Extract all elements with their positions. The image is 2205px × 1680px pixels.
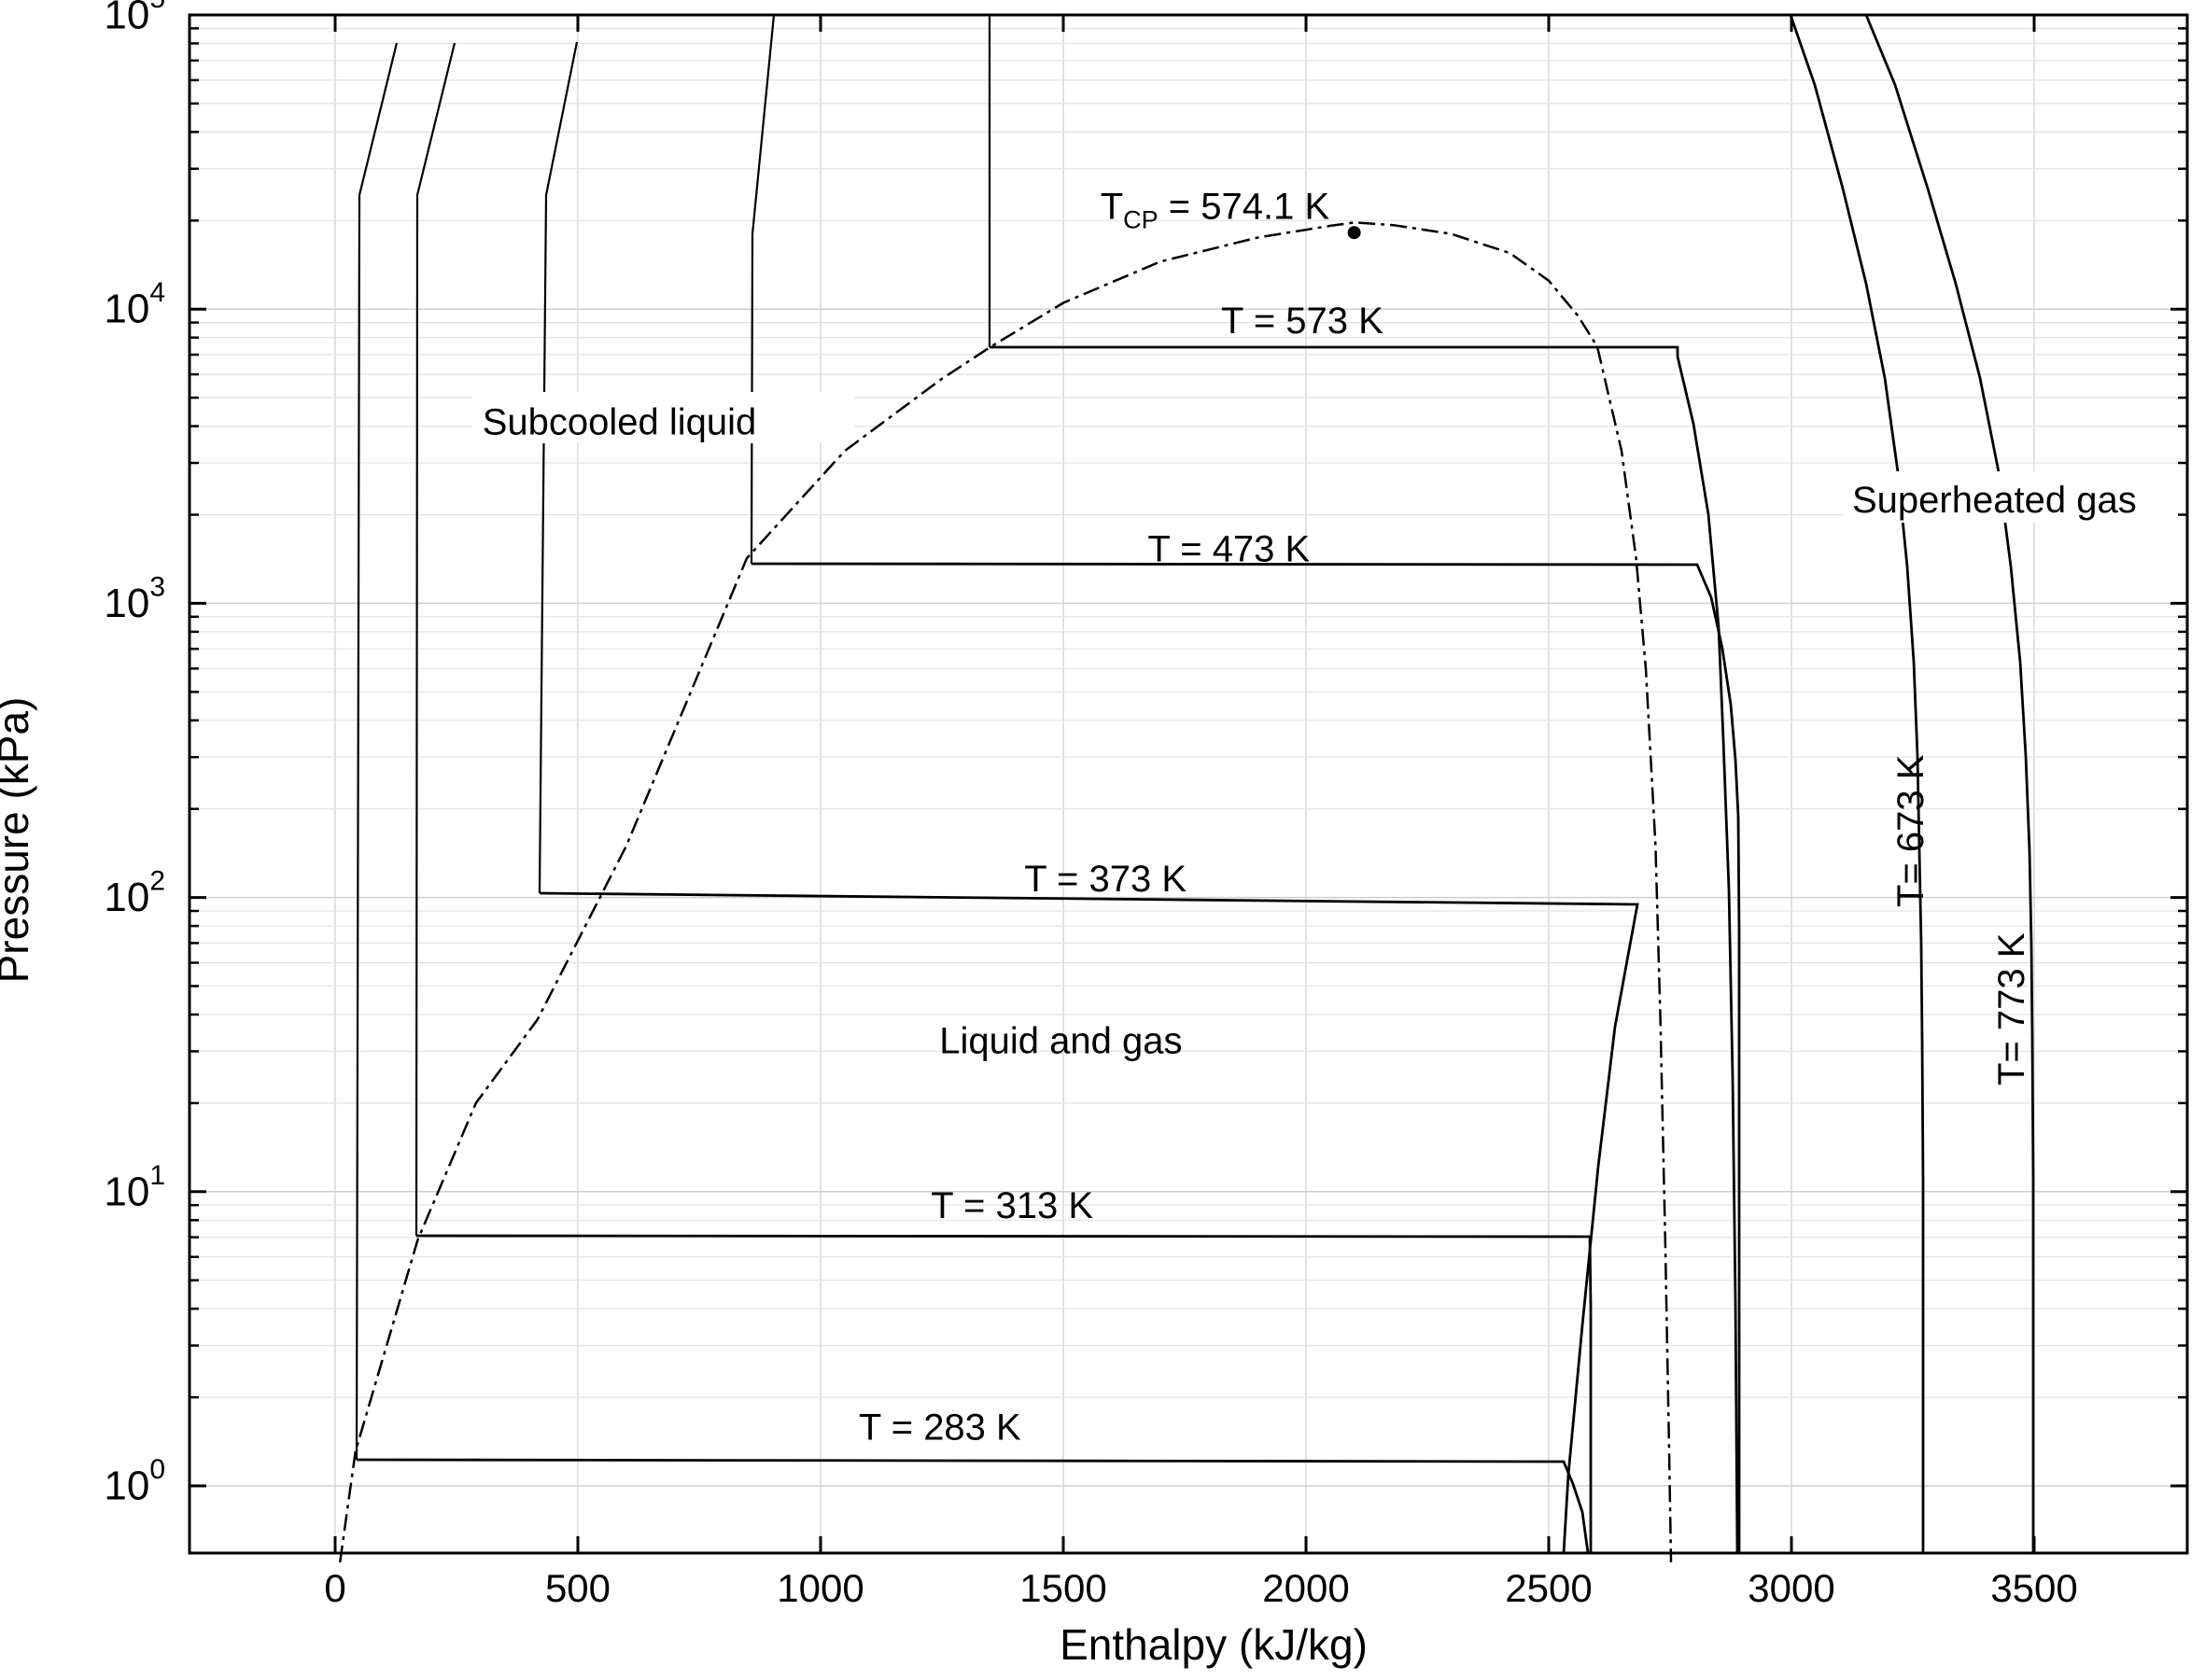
svg-text:3500: 3500: [1990, 1566, 2077, 1610]
svg-text:T = 313 K: T = 313 K: [931, 1185, 1093, 1226]
svg-text:Superheated gas: Superheated gas: [1852, 480, 2137, 521]
svg-text:2500: 2500: [1505, 1566, 1592, 1610]
svg-text:T = 573 K: T = 573 K: [1221, 301, 1383, 342]
svg-text:0: 0: [324, 1566, 345, 1610]
svg-text:Enthalpy (kJ/kg): Enthalpy (kJ/kg): [1060, 1620, 1368, 1669]
svg-text:Subcooled liquid: Subcooled liquid: [483, 402, 757, 443]
svg-text:Liquid and gas: Liquid and gas: [939, 1021, 1182, 1062]
svg-text:T = 373 K: T = 373 K: [1024, 859, 1187, 900]
svg-text:500: 500: [545, 1566, 611, 1610]
svg-text:T= 773 K: T= 773 K: [1991, 932, 2032, 1085]
svg-text:1000: 1000: [777, 1566, 864, 1610]
svg-text:2000: 2000: [1262, 1566, 1349, 1610]
svg-text:T= 673 K: T= 673 K: [1890, 754, 1931, 907]
svg-text:3000: 3000: [1748, 1566, 1834, 1610]
svg-text:T = 283 K: T = 283 K: [859, 1407, 1021, 1449]
svg-text:T = 473 K: T = 473 K: [1147, 529, 1310, 570]
svg-text:Pressure (kPa): Pressure (kPa): [0, 697, 37, 984]
svg-text:1500: 1500: [1019, 1566, 1106, 1610]
